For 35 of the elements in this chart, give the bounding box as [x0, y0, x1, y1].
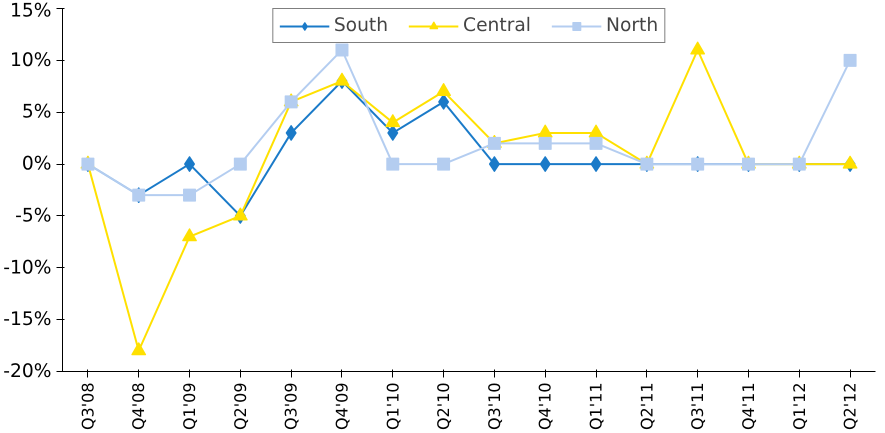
x-tick-label: Q1'09 [180, 382, 200, 430]
point [183, 188, 196, 202]
x-tick-label: Q3'10 [484, 382, 504, 430]
y-tick-label: -10% [3, 257, 52, 278]
x-tick-label: Q3'08 [78, 382, 98, 430]
point [335, 43, 348, 56]
y-tick-label: 5% [22, 102, 52, 123]
y-tick-label: 0% [22, 154, 52, 175]
point [590, 136, 603, 150]
legend-label: Central [463, 15, 531, 36]
x-tick-label: Q1'11 [586, 382, 606, 430]
legend-label: South [334, 15, 388, 36]
x-tick-label: Q4'10 [536, 382, 555, 430]
y-tick-label: 10% [10, 50, 52, 71]
x-tick-label: Q2'10 [434, 382, 454, 430]
x-tick-label: Q3'09 [282, 382, 301, 430]
x-tick-label: Q2'11 [637, 382, 656, 430]
x-tick-label: Q2'12 [840, 382, 860, 430]
y-tick-label: -20% [3, 361, 52, 382]
legend-label: North [606, 15, 658, 36]
x-tick-label: Q4'11 [738, 382, 758, 430]
x-tick-label: Q1'12 [790, 382, 809, 430]
y-tick-label: -15% [3, 309, 52, 330]
point [234, 158, 247, 171]
point [386, 158, 400, 171]
y-tick-label: -5% [15, 205, 52, 226]
x-tick-label: Q1'10 [383, 382, 402, 430]
point [538, 136, 552, 150]
x-tick-label: Q2'09 [230, 382, 250, 430]
y-tick-label: 15% [10, 0, 52, 22]
point [437, 158, 450, 171]
x-tick-label: Q4'08 [129, 382, 148, 430]
x-tick-label: Q3'11 [688, 382, 708, 430]
point [844, 54, 857, 67]
x-tick-label: Q4'09 [332, 382, 352, 430]
